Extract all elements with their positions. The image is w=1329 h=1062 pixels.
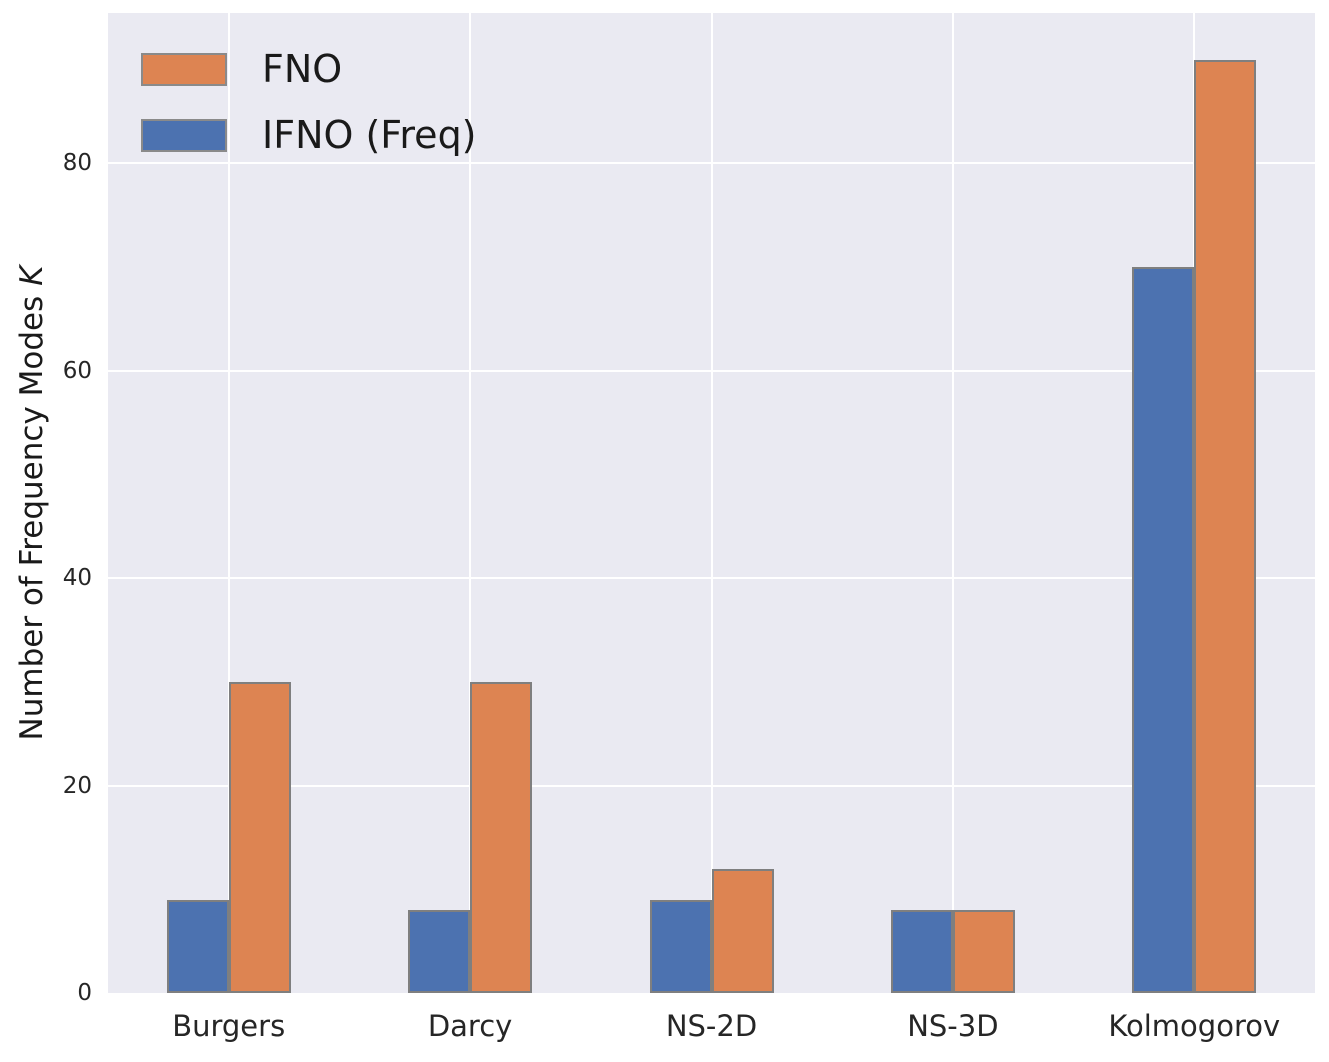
legend-label: FNO [262,47,343,91]
gridline-vertical [951,13,954,993]
legend-swatch [141,52,227,86]
y-axis-label-variable: K [14,265,50,286]
x-tick-label: Darcy [427,1009,513,1043]
y-tick-label: 80 [62,150,92,177]
gridline-vertical [227,13,230,993]
bar [890,910,953,993]
gridline-vertical [469,13,472,993]
x-tick-label: Burgers [172,1009,286,1043]
x-tick-label: NS-2D [665,1009,758,1043]
bar [228,681,291,993]
x-tick-label: Kolmogorov [1108,1009,1281,1043]
bar [711,868,774,993]
bar [952,910,1015,993]
legend-label: IFNO (Freq) [262,113,477,157]
bar [649,899,712,993]
y-axis-label-text: Number of Frequency Modes [14,285,50,741]
legend-entry: FNO [141,50,477,88]
plot-area: FNO IFNO (Freq) [108,13,1315,993]
legend-entry: IFNO (Freq) [141,116,477,154]
y-tick-label: 0 [77,980,92,1006]
bar [1194,59,1257,993]
y-tick-label: 60 [62,357,92,384]
bar [1132,267,1195,993]
bar [470,681,533,993]
legend: FNO IFNO (Freq) [141,50,477,154]
legend-swatch [141,118,227,152]
x-tick-label: NS-3D [907,1009,999,1043]
bar [166,899,229,993]
bar [408,910,471,993]
y-tick-label: 40 [62,565,92,592]
y-tick-label: 20 [62,772,92,799]
gridline-vertical [710,13,713,993]
